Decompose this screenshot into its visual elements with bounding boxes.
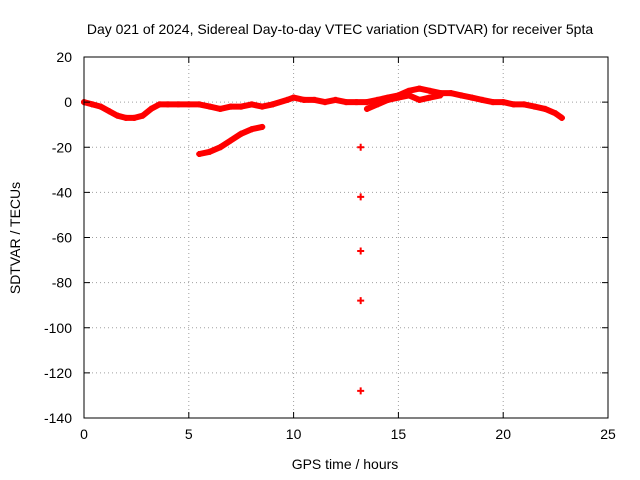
data-point bbox=[343, 99, 349, 106]
x-tick-label: 0 bbox=[80, 426, 88, 442]
y-tick-label: -40 bbox=[52, 184, 72, 200]
data-point bbox=[374, 101, 381, 108]
data-point bbox=[357, 387, 365, 395]
y-tick-label: -140 bbox=[44, 410, 72, 426]
data-point bbox=[500, 99, 507, 106]
y-tick-label: 0 bbox=[64, 94, 72, 110]
data-point bbox=[468, 94, 475, 101]
plot-frame bbox=[83, 56, 609, 419]
data-point bbox=[131, 114, 138, 121]
data-point bbox=[542, 105, 549, 112]
data-point bbox=[363, 99, 370, 106]
series-main-band bbox=[81, 85, 565, 121]
x-tick-label: 20 bbox=[495, 426, 511, 442]
tick-layer: 0 5 10 15 20 25 20 0 -20 -40 -60 -80 -100 -120 -140 bbox=[44, 49, 616, 442]
data-point bbox=[196, 151, 203, 158]
x-axis-label: GPS time / hours bbox=[292, 456, 399, 472]
data-point bbox=[269, 101, 276, 108]
x-tick-label: 15 bbox=[391, 426, 407, 442]
data-point bbox=[301, 96, 308, 103]
data-point bbox=[89, 101, 96, 108]
data-point bbox=[510, 101, 517, 108]
data-point bbox=[458, 92, 465, 99]
data-point bbox=[206, 148, 213, 155]
data-point bbox=[259, 103, 266, 110]
data-point bbox=[164, 101, 171, 108]
y-tick-label: -120 bbox=[44, 365, 72, 381]
series-lower-arc bbox=[196, 123, 266, 158]
data-point bbox=[238, 130, 245, 137]
data-point bbox=[175, 101, 182, 108]
data-point bbox=[521, 101, 528, 108]
data-point bbox=[426, 87, 433, 94]
data-point bbox=[357, 143, 365, 151]
data-point bbox=[227, 103, 234, 110]
y-tick-label: -20 bbox=[52, 139, 72, 155]
data-point bbox=[416, 85, 423, 92]
data-point bbox=[290, 94, 297, 101]
chart-title: Day 021 of 2024, Sidereal Day-to-day VTE… bbox=[87, 21, 594, 37]
data-point bbox=[479, 96, 486, 103]
data-point bbox=[248, 101, 255, 108]
data-point bbox=[357, 193, 365, 201]
y-axis-label: SDTVAR / TECUs bbox=[7, 182, 23, 294]
data-point bbox=[426, 94, 433, 101]
data-point bbox=[259, 123, 266, 130]
data-layer bbox=[81, 85, 565, 395]
series-isolated-points bbox=[357, 143, 365, 395]
data-point bbox=[311, 96, 318, 103]
data-point bbox=[558, 114, 565, 121]
data-point bbox=[185, 101, 192, 108]
x-tick-label: 25 bbox=[600, 426, 616, 442]
data-point bbox=[106, 108, 113, 115]
data-point bbox=[148, 105, 155, 112]
data-point bbox=[238, 103, 245, 110]
y-tick-label: -100 bbox=[44, 320, 72, 336]
data-point bbox=[196, 101, 203, 108]
data-point bbox=[206, 103, 213, 110]
data-point bbox=[489, 99, 496, 106]
data-point bbox=[322, 99, 329, 106]
data-point bbox=[217, 105, 224, 112]
data-point bbox=[227, 137, 234, 144]
data-point bbox=[139, 112, 146, 119]
data-point bbox=[363, 105, 370, 112]
x-tick-label: 10 bbox=[286, 426, 302, 442]
data-point bbox=[284, 96, 291, 103]
y-tick-label: -60 bbox=[52, 230, 72, 246]
data-point bbox=[332, 96, 339, 103]
data-point bbox=[114, 112, 121, 119]
data-point bbox=[97, 103, 104, 110]
data-point bbox=[357, 247, 365, 255]
data-point bbox=[531, 103, 538, 110]
x-tick-label: 5 bbox=[185, 426, 193, 442]
data-point bbox=[395, 94, 402, 101]
data-point bbox=[353, 99, 360, 106]
y-tick-label: -80 bbox=[52, 275, 72, 291]
data-point bbox=[552, 110, 559, 117]
data-point bbox=[156, 101, 163, 108]
y-tick-label: 20 bbox=[56, 49, 72, 65]
data-point bbox=[405, 92, 412, 99]
data-point bbox=[248, 126, 255, 133]
data-point bbox=[357, 297, 365, 305]
series-secondary-band bbox=[363, 92, 444, 112]
data-point bbox=[416, 96, 423, 103]
data-point bbox=[437, 92, 444, 99]
data-point bbox=[447, 90, 454, 97]
data-point bbox=[217, 144, 224, 151]
data-point bbox=[384, 96, 391, 103]
data-point bbox=[122, 114, 129, 121]
